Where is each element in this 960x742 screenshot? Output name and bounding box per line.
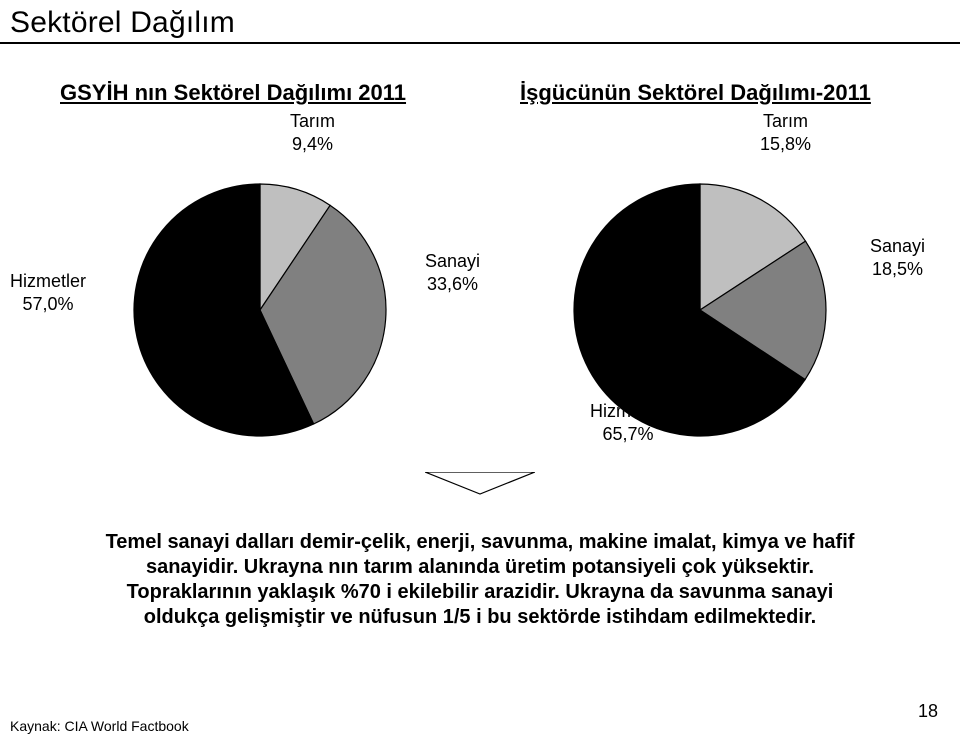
title-rule	[0, 42, 960, 44]
page-title: Sektörel Dağılım	[10, 6, 960, 40]
left-pie-chart	[110, 160, 410, 460]
right-label-hizmet: Hizmetler 65,7%	[590, 400, 666, 445]
page-root: Sektörel Dağılım GSYİH nın Sektörel Dağı…	[0, 0, 960, 742]
left-chart-title: GSYİH nın Sektörel Dağılımı 2011	[60, 80, 406, 106]
body-paragraph: Temel sanayi dalları demir-çelik, enerji…	[90, 530, 870, 630]
right-chart-title: İşgücünün Sektörel Dağılımı-2011	[520, 80, 871, 106]
left-label-sanayi: Sanayi 33,6%	[425, 250, 480, 295]
title-block: Sektörel Dağılım	[0, 0, 960, 44]
right-label-tarim: Tarım 15,8%	[760, 110, 811, 155]
left-label-tarim: Tarım 9,4%	[290, 110, 335, 155]
divider-triangle	[425, 472, 535, 496]
left-pie-svg	[110, 160, 410, 460]
divider-triangle-svg	[425, 472, 535, 496]
source-text: Kaynak: CIA World Factbook	[10, 718, 189, 734]
page-number: 18	[918, 701, 938, 722]
right-label-sanayi: Sanayi 18,5%	[870, 235, 925, 280]
left-label-hizmet: Hizmetler 57,0%	[10, 270, 86, 315]
